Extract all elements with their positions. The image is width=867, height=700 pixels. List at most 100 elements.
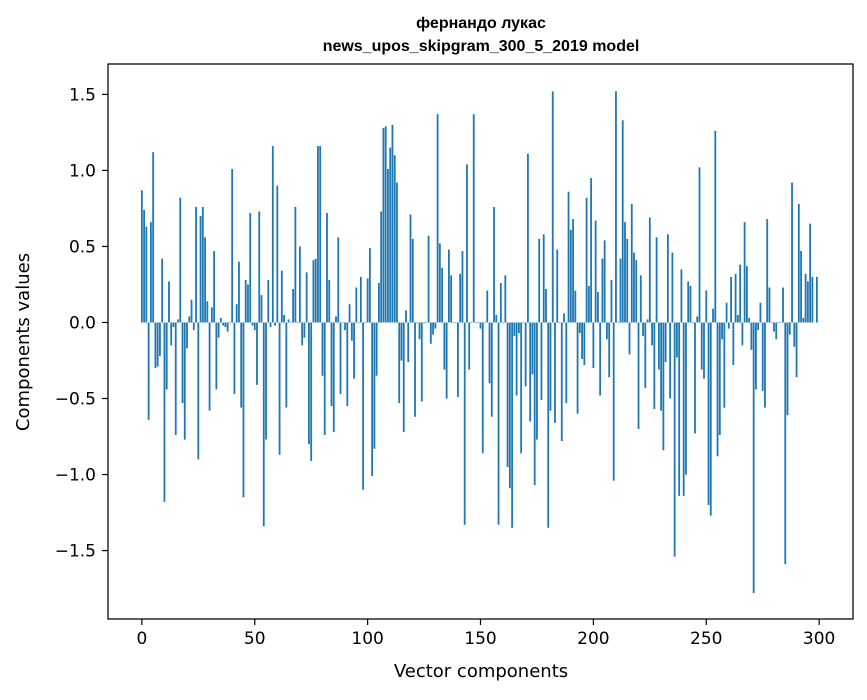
bar — [312, 260, 315, 323]
bar — [168, 281, 170, 323]
bar — [247, 284, 249, 323]
bar — [238, 261, 240, 323]
bar — [745, 266, 748, 323]
bar — [646, 319, 649, 323]
bar — [755, 322, 757, 390]
bar — [172, 322, 175, 328]
bar — [569, 229, 572, 323]
bar — [662, 322, 665, 451]
bar — [477, 322, 480, 324]
bar — [391, 124, 394, 323]
bar — [630, 203, 633, 323]
bar — [687, 281, 690, 323]
chart-title: фернандо лукас — [416, 15, 546, 32]
bar — [730, 276, 732, 323]
bar — [551, 91, 554, 323]
bar — [511, 322, 514, 528]
bar — [249, 213, 252, 323]
x-tick-label: 0 — [136, 629, 147, 649]
bar — [621, 120, 624, 323]
bar — [226, 322, 229, 332]
bar — [330, 322, 333, 407]
bar — [691, 322, 694, 324]
bar — [698, 167, 701, 323]
bar — [468, 322, 471, 370]
bar — [567, 191, 570, 323]
y-tick-label: 1.0 — [69, 161, 96, 181]
bar — [716, 322, 719, 457]
bar — [764, 322, 766, 408]
bar — [341, 322, 344, 324]
bar — [517, 322, 520, 334]
bar — [303, 322, 306, 338]
bar — [624, 222, 626, 323]
bar — [339, 322, 342, 394]
bar — [140, 190, 143, 323]
bar — [673, 322, 676, 557]
bar — [784, 322, 787, 565]
bar — [292, 289, 295, 323]
bar — [608, 322, 611, 378]
bar — [766, 219, 769, 323]
bar — [522, 322, 525, 324]
bar — [143, 209, 146, 323]
bar — [346, 322, 349, 407]
bar — [671, 252, 674, 323]
bar — [387, 168, 389, 323]
bar — [707, 322, 710, 505]
bar — [188, 316, 191, 323]
bar — [454, 322, 457, 324]
bar — [727, 322, 730, 329]
bar — [533, 322, 536, 486]
bar — [666, 234, 669, 323]
bar — [508, 322, 511, 489]
bar — [425, 322, 428, 324]
bar — [705, 290, 708, 323]
x-axis-ticks: 0 50 100 150 200 250 300 — [136, 619, 835, 649]
bar — [409, 214, 412, 323]
bar — [497, 322, 500, 525]
bar — [549, 322, 552, 411]
bar — [217, 322, 220, 338]
bar — [572, 219, 574, 323]
bar — [475, 322, 477, 324]
bar — [635, 260, 638, 323]
bar — [240, 322, 243, 408]
bar — [723, 322, 726, 408]
bar — [159, 322, 161, 356]
bar — [782, 287, 784, 323]
bar — [596, 292, 599, 323]
bar — [434, 322, 437, 329]
bar — [578, 322, 581, 334]
bar — [436, 114, 439, 323]
bar — [669, 322, 672, 399]
x-tick-label: 200 — [577, 629, 609, 649]
bar — [718, 322, 721, 436]
bar — [657, 322, 660, 370]
bar — [490, 322, 493, 417]
bar — [305, 272, 308, 323]
bar — [350, 322, 353, 341]
bar — [587, 286, 590, 323]
bar — [280, 270, 283, 323]
bar — [743, 222, 746, 323]
x-axis-label: Vector components — [394, 661, 568, 682]
bar — [452, 322, 455, 324]
bar — [416, 322, 419, 324]
bar — [396, 182, 398, 323]
bar — [676, 322, 678, 358]
bar — [414, 322, 416, 417]
bar — [375, 322, 378, 376]
bar — [208, 322, 211, 411]
bar — [359, 276, 362, 323]
bar — [190, 299, 193, 323]
bar — [380, 211, 383, 323]
bar — [639, 275, 642, 323]
x-tick-label: 150 — [464, 629, 496, 649]
bar — [192, 322, 195, 331]
bar — [606, 322, 608, 340]
bar — [791, 182, 793, 323]
bar — [800, 251, 802, 323]
bar — [398, 322, 401, 404]
y-axis-ticks: −1.5 −1.0 −0.5 0.0 0.5 1.0 1.5 — [55, 85, 108, 562]
